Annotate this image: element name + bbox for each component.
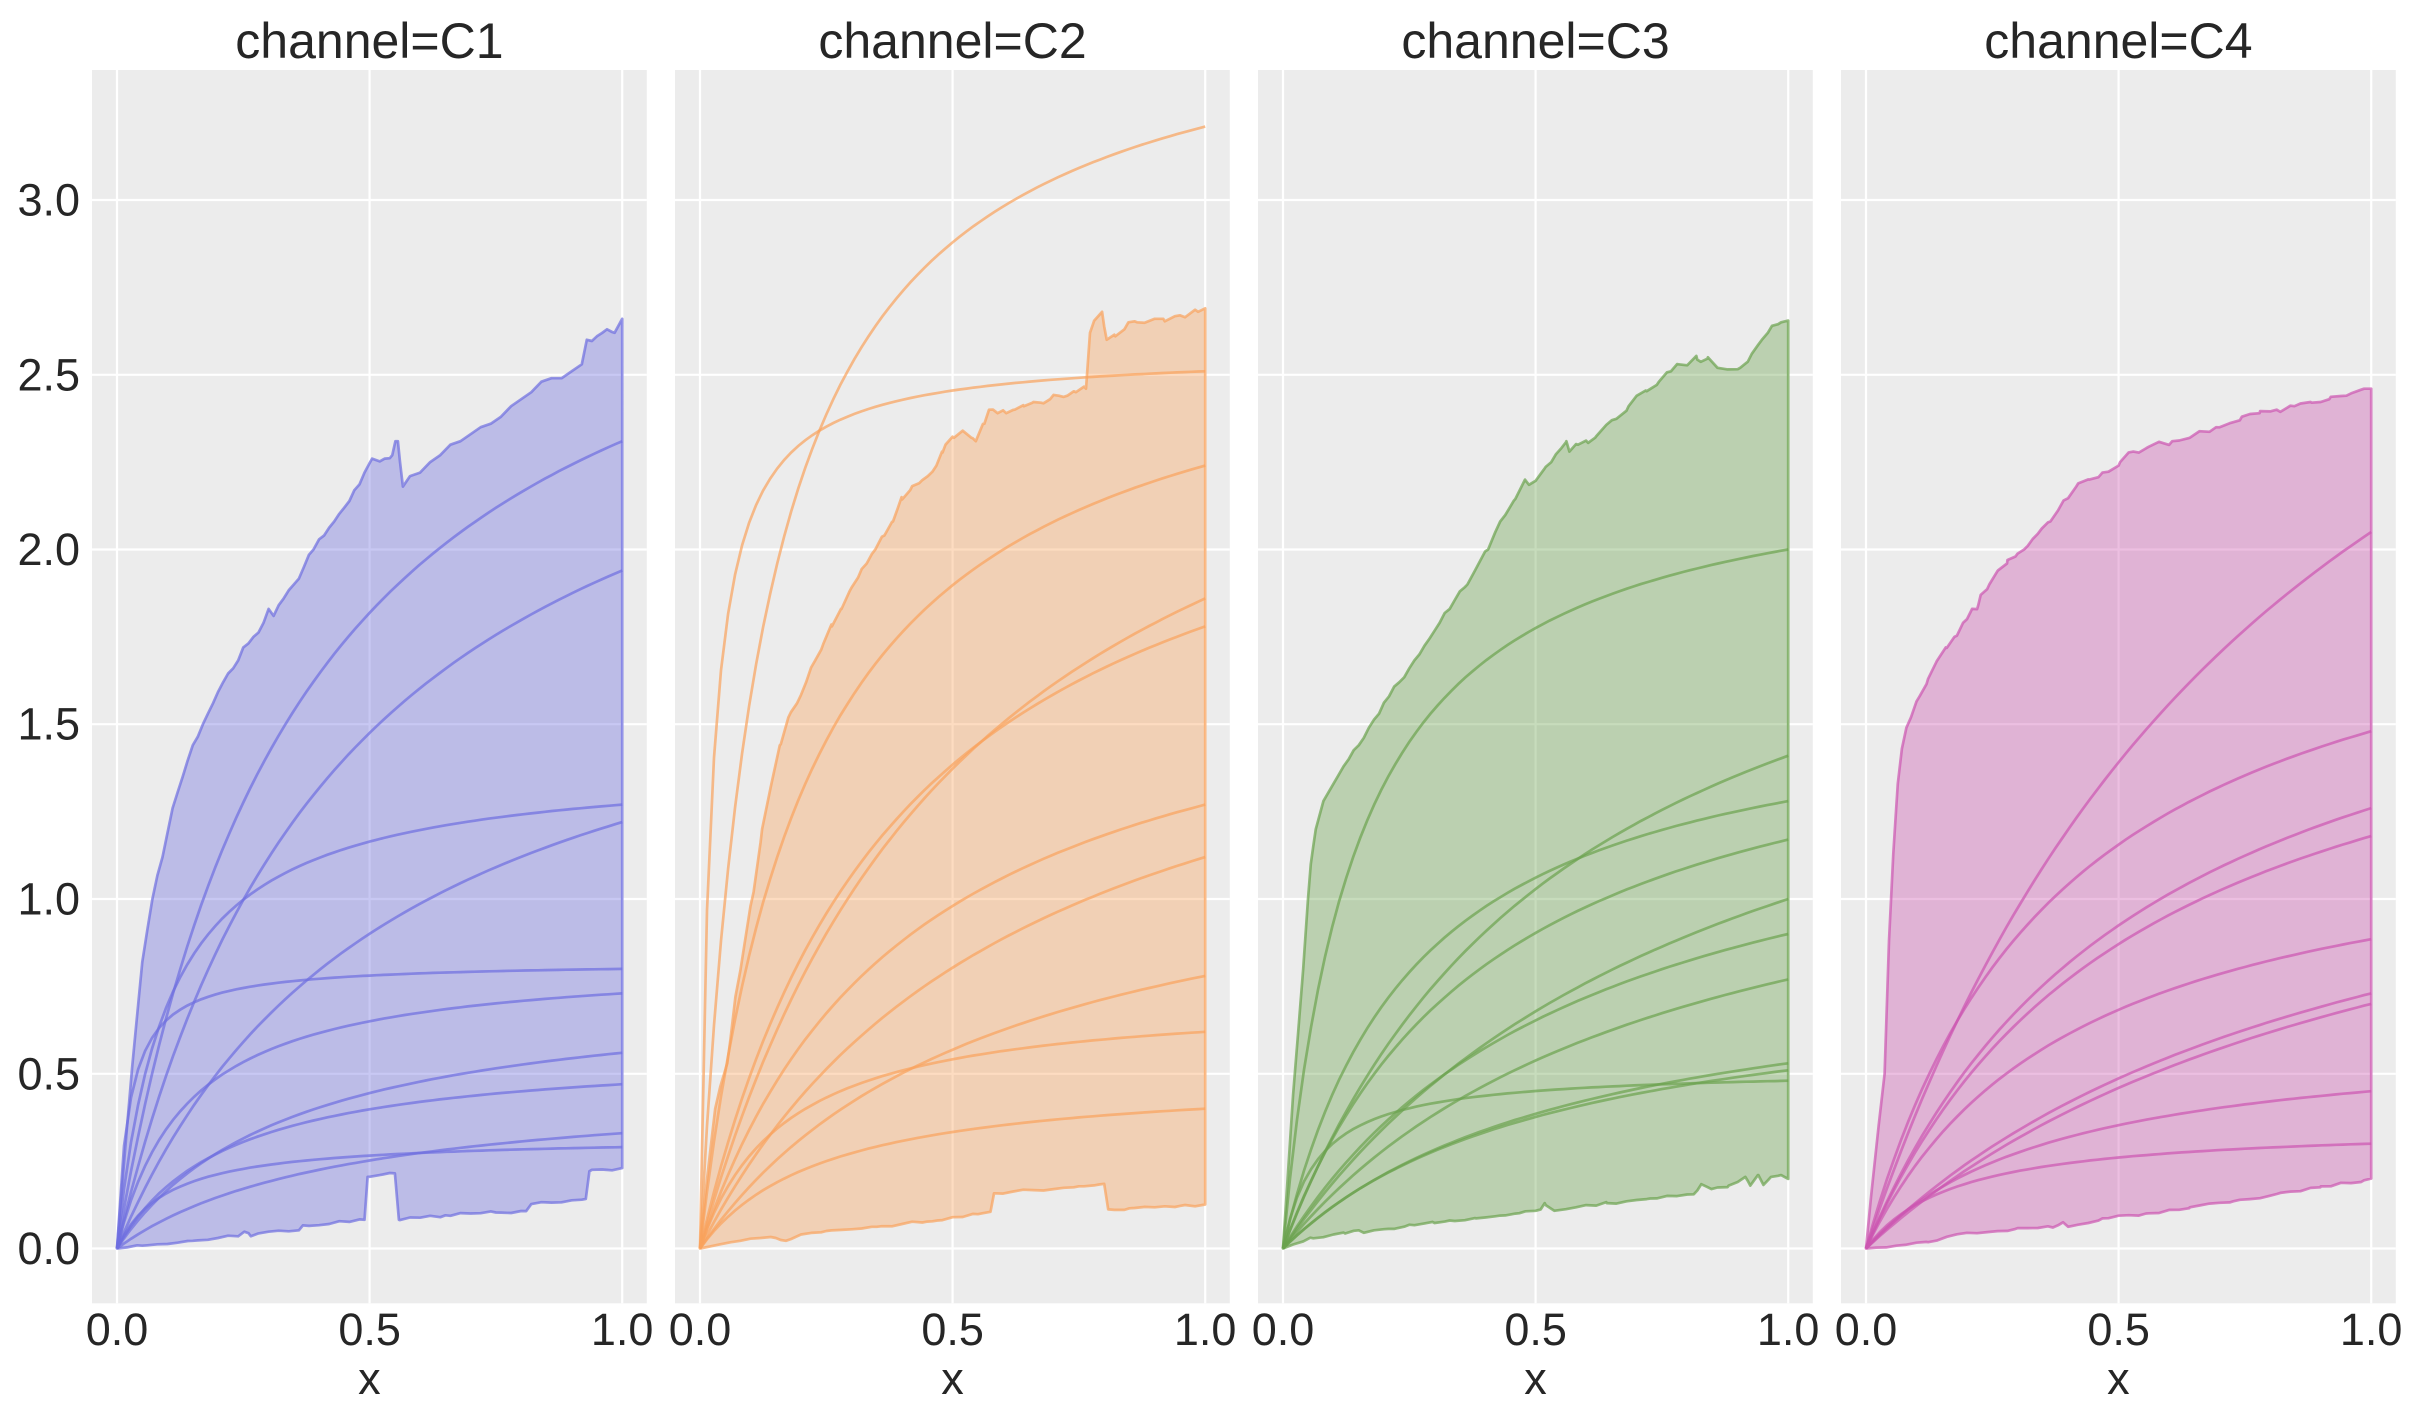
svg-text:3.0: 3.0 xyxy=(17,175,80,226)
svg-text:0.5: 0.5 xyxy=(17,1048,80,1099)
svg-text:0.0: 0.0 xyxy=(17,1223,80,1274)
svg-text:1.0: 1.0 xyxy=(1174,1304,1237,1355)
svg-text:channel=C3: channel=C3 xyxy=(1401,13,1669,69)
svg-text:0.5: 0.5 xyxy=(1504,1304,1567,1355)
svg-text:0.5: 0.5 xyxy=(338,1304,401,1355)
svg-text:x: x xyxy=(1524,1353,1547,1404)
svg-text:1.0: 1.0 xyxy=(17,874,80,925)
svg-text:1.0: 1.0 xyxy=(1757,1304,1820,1355)
svg-text:x: x xyxy=(2107,1353,2130,1404)
svg-text:channel=C1: channel=C1 xyxy=(235,13,503,69)
svg-text:channel=C4: channel=C4 xyxy=(1984,13,2252,69)
svg-text:channel=C2: channel=C2 xyxy=(818,13,1086,69)
svg-text:x: x xyxy=(941,1353,964,1404)
svg-text:x: x xyxy=(358,1353,381,1404)
svg-text:0.0: 0.0 xyxy=(86,1304,149,1355)
svg-text:0.0: 0.0 xyxy=(1252,1304,1315,1355)
svg-text:2.5: 2.5 xyxy=(17,349,80,400)
svg-text:1.0: 1.0 xyxy=(591,1304,654,1355)
svg-text:2.0: 2.0 xyxy=(17,524,80,575)
svg-text:0.5: 0.5 xyxy=(921,1304,984,1355)
svg-text:0.5: 0.5 xyxy=(2087,1304,2150,1355)
svg-text:0.0: 0.0 xyxy=(669,1304,732,1355)
svg-text:0.0: 0.0 xyxy=(1835,1304,1898,1355)
svg-text:1.5: 1.5 xyxy=(17,699,80,750)
svg-text:1.0: 1.0 xyxy=(2340,1304,2403,1355)
